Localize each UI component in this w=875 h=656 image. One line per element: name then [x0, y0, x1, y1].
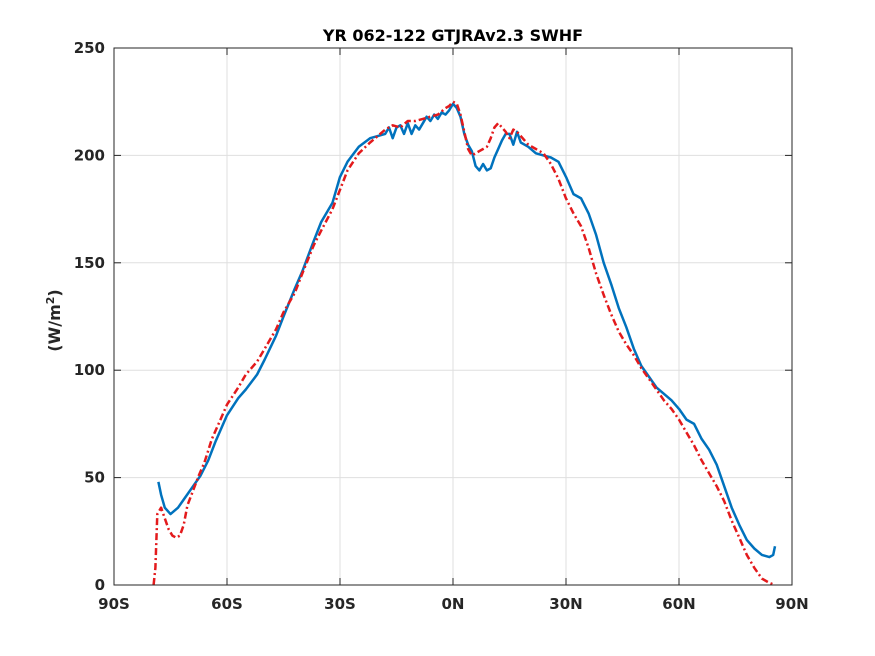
grid-lines	[114, 48, 792, 585]
axis-ticks: 90S 60S 30S 0N 30N 60N 90N 0 50 100 150 200 250	[74, 39, 809, 613]
y-axis-label: (W/m2)	[44, 289, 65, 351]
y-axis-label-main: (W/m	[45, 304, 64, 351]
x-tick-label: 30N	[549, 595, 582, 613]
y-tick-label: 250	[74, 39, 105, 57]
x-tick-label: 0N	[442, 595, 465, 613]
x-tick-label: 30S	[324, 595, 356, 613]
y-tick-label: 100	[74, 361, 105, 379]
chart-title: YR 062-122 GTJRAv2.3 SWHF	[322, 26, 583, 45]
x-tick-label: 60S	[211, 595, 243, 613]
y-tick-label: 200	[74, 146, 105, 164]
y-tick-label: 150	[74, 254, 105, 272]
series-lines	[152, 100, 777, 587]
y-tick-label: 50	[84, 469, 105, 487]
y-axis-label-close: )	[45, 289, 64, 296]
x-tick-label: 90S	[98, 595, 130, 613]
y-axis-label-superscript: 2	[44, 297, 57, 305]
y-tick-label: 0	[95, 576, 105, 594]
x-tick-label: 90N	[775, 595, 808, 613]
x-tick-label: 60N	[662, 595, 695, 613]
series-line-2	[152, 100, 776, 587]
